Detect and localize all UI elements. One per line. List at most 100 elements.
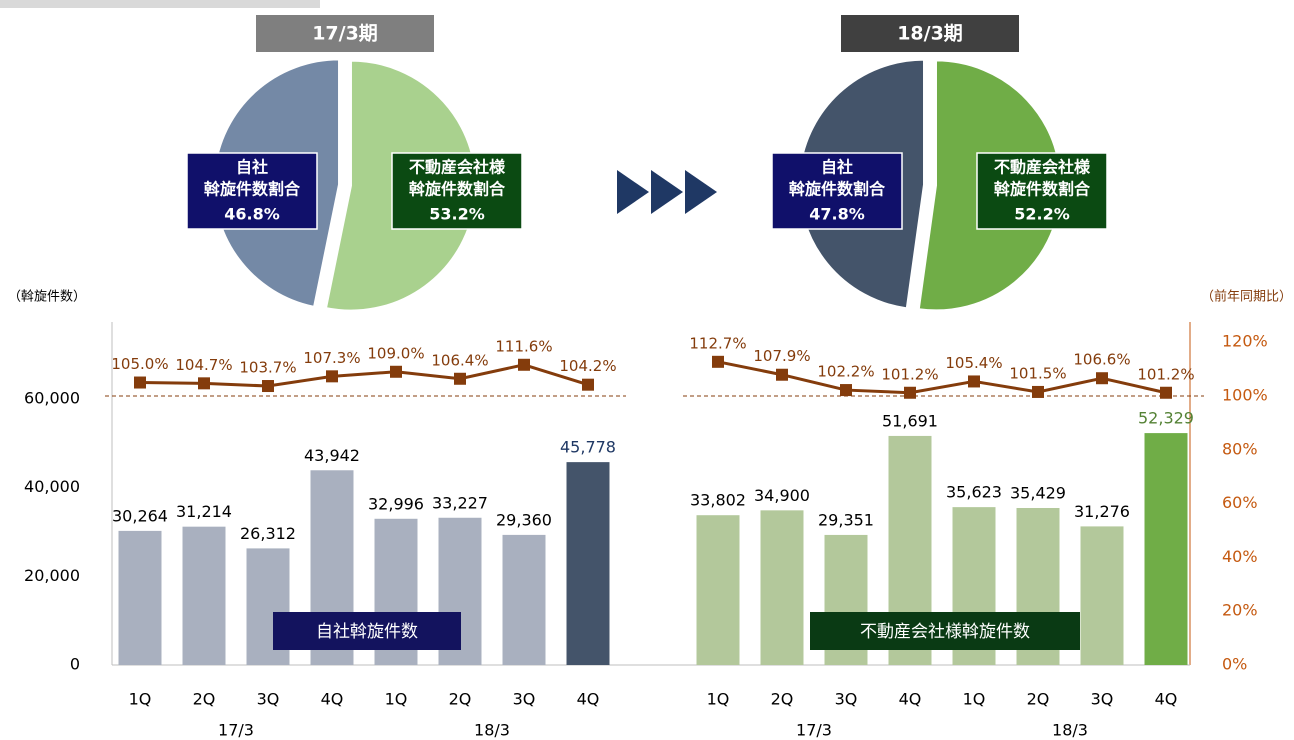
bar — [1080, 526, 1124, 665]
pie-value-label: 47.8% — [809, 205, 865, 224]
line-value-label: 105.0% — [111, 355, 168, 373]
bar-value-label: 29,351 — [818, 510, 874, 529]
legend-box — [273, 612, 461, 650]
bar-value-label: 30,264 — [112, 506, 168, 525]
pie-label-box — [391, 152, 523, 230]
bar — [118, 530, 162, 665]
line-value-label: 105.4% — [945, 354, 1002, 372]
line-value-label: 103.7% — [239, 359, 296, 377]
line-value-label: 107.3% — [303, 349, 360, 367]
line-marker — [198, 377, 210, 390]
line-marker — [134, 376, 146, 389]
line — [139, 363, 589, 388]
line-marker — [840, 384, 852, 397]
group-label: 18/3 — [1052, 721, 1088, 740]
x-tick-label: 1Q — [963, 690, 986, 709]
pie-label: 不動産会社様 — [409, 158, 506, 177]
pie-label: 自社 — [236, 158, 268, 177]
pie-value-label: 46.8% — [224, 205, 280, 224]
bar-value-label: 33,802 — [690, 491, 746, 510]
bar — [502, 534, 546, 665]
y-axis-label: （斡旋件数） — [8, 289, 86, 305]
bar-value-label: 32,996 — [368, 494, 424, 513]
y2-tick-label: 20% — [1222, 601, 1258, 620]
bar-value-label: 51,691 — [882, 411, 938, 430]
bar-value-label: 52,329 — [1138, 409, 1194, 428]
y2-axis-label: （前年同期比） — [1201, 289, 1292, 305]
legend-box — [810, 612, 1080, 650]
x-tick-label: 4Q — [899, 690, 922, 709]
x-tick-label: 3Q — [835, 690, 858, 709]
bar-value-label: 43,942 — [304, 446, 360, 465]
x-tick-label: 1Q — [129, 690, 152, 709]
bar-value-label: 33,227 — [432, 493, 488, 512]
line-value-label: 112.7% — [689, 334, 746, 352]
line-marker — [582, 378, 594, 391]
line-marker — [326, 370, 338, 383]
pie-label: 斡旋件数割合 — [789, 180, 886, 199]
pie-label: 斡旋件数割合 — [204, 180, 301, 199]
pie-label-box — [771, 152, 903, 230]
line-marker — [262, 380, 274, 393]
y2-tick-label: 100% — [1222, 385, 1268, 404]
pie-label-box — [976, 152, 1108, 230]
bar-value-label: 31,214 — [176, 502, 232, 521]
bar-value-label: 29,360 — [496, 510, 552, 529]
legend-label: 自社斡旋件数 — [316, 622, 418, 642]
line-marker — [968, 375, 980, 388]
line-marker — [776, 368, 788, 381]
y-tick-label: 40,000 — [24, 477, 80, 496]
bar-value-label: 34,900 — [754, 486, 810, 505]
bar-value-label: 35,623 — [946, 483, 1002, 502]
pie-title-box — [256, 15, 434, 52]
group-label: 18/3 — [474, 721, 510, 740]
y2-tick-label: 120% — [1222, 332, 1268, 351]
line-value-label: 101.5% — [1009, 364, 1066, 382]
line-value-label: 101.2% — [1137, 365, 1194, 383]
x-tick-label: 2Q — [1027, 690, 1050, 709]
x-tick-label: 4Q — [1155, 690, 1178, 709]
y2-tick-label: 60% — [1222, 493, 1258, 512]
pie-label: 自社 — [821, 158, 853, 177]
line-value-label: 102.2% — [817, 363, 874, 381]
line-marker — [390, 365, 402, 378]
line-value-label: 104.2% — [559, 357, 616, 375]
line-marker — [454, 372, 466, 385]
pie-label: 不動産会社様 — [994, 158, 1091, 177]
pie-title: 17/3期 — [312, 23, 378, 45]
group-label: 17/3 — [796, 721, 832, 740]
pie-value-label: 53.2% — [429, 205, 485, 224]
line-marker — [518, 358, 530, 371]
x-tick-label: 3Q — [513, 690, 536, 709]
header-bar — [0, 0, 320, 8]
pie-title: 18/3期 — [897, 23, 963, 45]
pie-label: 斡旋件数割合 — [409, 180, 506, 199]
y2-tick-label: 80% — [1222, 439, 1258, 458]
line-marker — [1096, 372, 1108, 385]
bar-value-label: 35,429 — [1010, 483, 1066, 502]
line-marker — [712, 355, 724, 368]
arrows — [617, 170, 717, 214]
legend-label: 不動産会社様斡旋件数 — [860, 622, 1030, 642]
line — [717, 360, 1167, 395]
x-tick-label: 2Q — [771, 690, 794, 709]
pie-title-box — [841, 15, 1019, 52]
pie-label: 斡旋件数割合 — [994, 180, 1091, 199]
line-value-label: 106.6% — [1073, 351, 1130, 369]
bar — [760, 510, 804, 665]
x-tick-label: 3Q — [257, 690, 280, 709]
x-tick-label: 3Q — [1091, 690, 1114, 709]
pie-value-label: 52.2% — [1014, 205, 1070, 224]
line-value-label: 109.0% — [367, 344, 424, 362]
y2-tick-label: 0% — [1222, 655, 1247, 674]
line-marker — [1160, 386, 1172, 399]
bar-value-label: 45,778 — [560, 438, 616, 457]
line-value-label: 107.9% — [753, 347, 810, 365]
x-tick-label: 1Q — [385, 690, 408, 709]
y-tick-label: 20,000 — [24, 566, 80, 585]
bar — [696, 515, 740, 665]
line-value-label: 101.2% — [881, 365, 938, 383]
x-tick-label: 2Q — [193, 690, 216, 709]
